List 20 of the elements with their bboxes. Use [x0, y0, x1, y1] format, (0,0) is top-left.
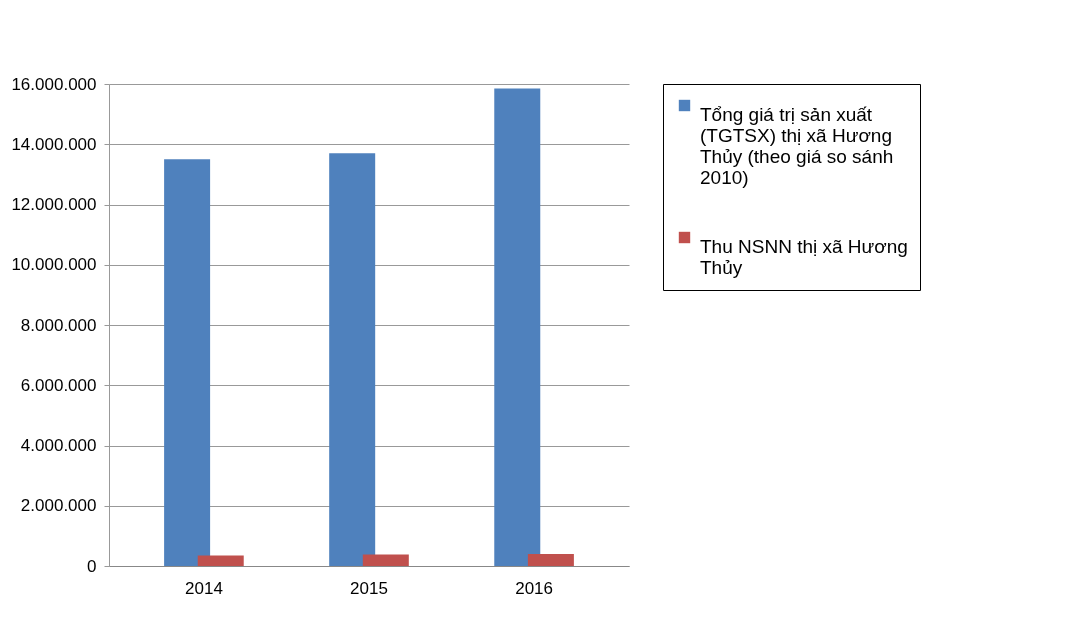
bar: [164, 159, 211, 566]
legend-label: Tổng giá trị sản xuất (TGTSX) thị xã Hương Thủy (theo giá so sánh 2010): [700, 103, 894, 188]
y-tick-label: 6.000.000: [20, 375, 97, 395]
y-tick-label: 4.000.000: [20, 436, 97, 455]
bar: [362, 554, 409, 566]
y-tick-label: 16.000.000: [11, 74, 97, 94]
y-tick-label: 12.000.000: [11, 195, 97, 214]
x-tick-label: 2016: [515, 578, 553, 598]
y-tick-label: 8.000.000: [20, 315, 97, 335]
bar: [197, 555, 244, 566]
y-tick-label: 2.000.000: [20, 496, 97, 516]
y-tick-label: 0: [87, 556, 97, 576]
x-tick-label: 2014: [185, 578, 223, 598]
legend-label: Thu NSNN thị xã Hương Thủy: [700, 235, 908, 278]
bar: [527, 553, 574, 566]
y-tick-label: 10.000.000: [11, 255, 97, 275]
y-tick-label: 14.000.000: [11, 134, 97, 154]
bar: [494, 88, 541, 566]
bar: [329, 153, 376, 566]
x-tick-label: 2015: [350, 578, 388, 598]
